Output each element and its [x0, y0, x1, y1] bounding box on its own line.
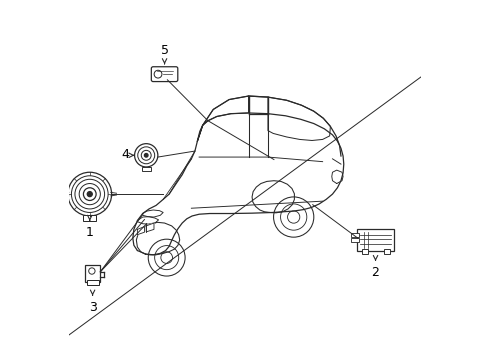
FancyBboxPatch shape — [87, 280, 98, 285]
FancyBboxPatch shape — [362, 249, 368, 254]
Text: 1: 1 — [86, 226, 94, 239]
Polygon shape — [137, 226, 145, 235]
Text: 2: 2 — [371, 266, 379, 279]
FancyBboxPatch shape — [142, 167, 151, 171]
Text: 4: 4 — [122, 148, 129, 161]
Circle shape — [154, 70, 162, 78]
FancyBboxPatch shape — [351, 233, 359, 237]
Circle shape — [87, 192, 92, 197]
Text: 5: 5 — [161, 44, 169, 57]
FancyBboxPatch shape — [85, 265, 100, 282]
Text: 3: 3 — [89, 301, 97, 314]
Circle shape — [89, 268, 95, 274]
Circle shape — [145, 154, 148, 157]
FancyBboxPatch shape — [351, 238, 359, 242]
FancyBboxPatch shape — [357, 229, 394, 251]
Polygon shape — [146, 223, 154, 232]
FancyBboxPatch shape — [151, 67, 178, 82]
FancyBboxPatch shape — [83, 215, 97, 221]
FancyBboxPatch shape — [384, 249, 390, 254]
